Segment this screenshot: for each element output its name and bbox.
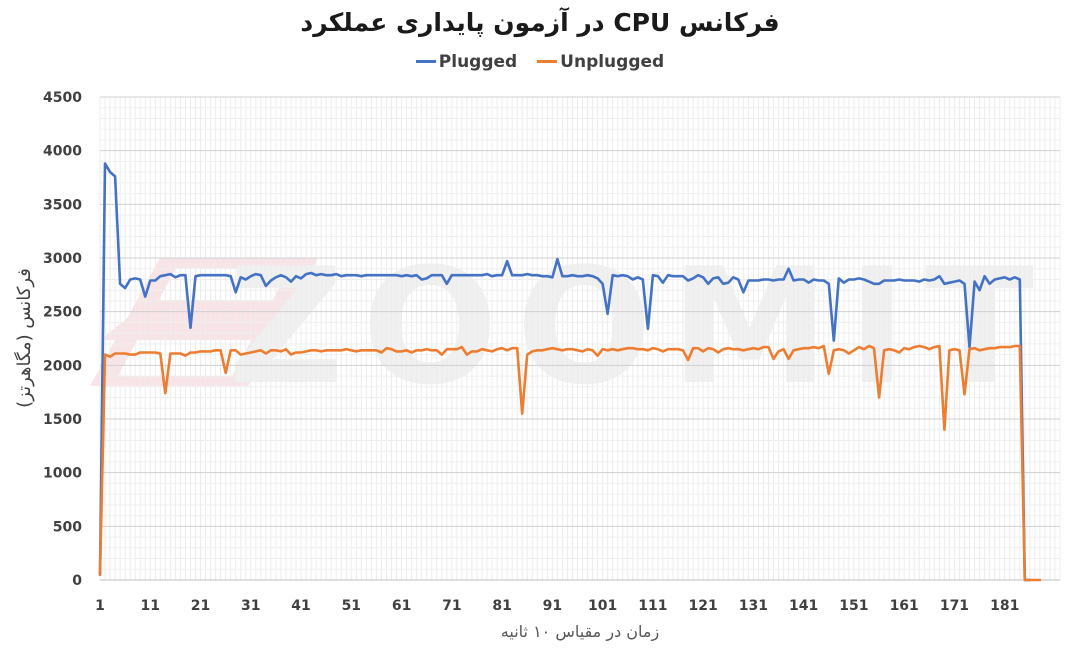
- y-tick-label: 500: [53, 519, 82, 535]
- chart-title: فرکانس CPU در آزمون پایداری عملکرد: [300, 8, 780, 37]
- legend: Plugged Unplugged: [0, 52, 1080, 72]
- series-layer: [98, 162, 1042, 582]
- legend-label-unplugged: Unplugged: [560, 52, 665, 72]
- y-axis-label: فرکانس (مگاهرتز): [13, 268, 35, 408]
- x-tick-label: 81: [492, 598, 511, 614]
- x-tick-label: 171: [940, 598, 969, 614]
- x-tick-label: 71: [442, 598, 461, 614]
- x-tick-label: 1: [95, 598, 105, 614]
- legend-item-plugged: Plugged: [415, 52, 518, 72]
- y-tick-label: 2000: [43, 358, 82, 374]
- x-tick-label: 141: [789, 598, 818, 614]
- y-tick-label: 4000: [43, 144, 82, 160]
- x-tick-label: 91: [543, 598, 562, 614]
- x-axis-ticks: 1 11 21 31 41 51 61 71 81 91 101 111 121 131 141 151 161…: [95, 598, 1019, 614]
- legend-swatch-unplugged: [537, 59, 558, 63]
- zoomit-watermark: ZOOMIT: [90, 233, 1034, 420]
- legend-label-plugged: Plugged: [438, 52, 518, 72]
- legend-item-unplugged: Unplugged: [537, 52, 664, 72]
- legend-swatch-plugged: [415, 59, 436, 63]
- y-tick-label: 4500: [43, 90, 82, 106]
- y-tick-label: 1000: [43, 466, 82, 482]
- y-tick-label: 3000: [43, 251, 82, 267]
- grid: [99, 96, 1061, 581]
- series-line-unplugged: [98, 344, 1042, 582]
- x-tick-label: 21: [191, 598, 210, 614]
- y-tick-label: 3500: [43, 197, 82, 213]
- x-tick-label: 31: [241, 598, 260, 614]
- x-tick-label: 101: [588, 598, 617, 614]
- x-tick-label: 111: [638, 598, 667, 614]
- y-tick-label: 0: [72, 573, 82, 589]
- y-tick-label: 2500: [43, 305, 82, 321]
- x-tick-label: 41: [291, 598, 310, 614]
- y-tick-label: 1500: [43, 412, 82, 428]
- x-axis-label: زمان در مقیاس ۱۰ ثانیه: [501, 622, 659, 642]
- y-axis-ticks: 0 500 1000 1500 2000 2500 3000 3500 4000 4500: [43, 90, 82, 589]
- x-tick-label: 151: [839, 598, 868, 614]
- x-tick-label: 181: [990, 598, 1019, 614]
- x-tick-label: 51: [342, 598, 361, 614]
- x-tick-label: 121: [689, 598, 718, 614]
- x-tick-label: 131: [739, 598, 768, 614]
- x-tick-label: 61: [392, 598, 411, 614]
- x-tick-label: 161: [890, 598, 919, 614]
- series-line-plugged: [98, 162, 1032, 582]
- x-tick-label: 11: [141, 598, 160, 614]
